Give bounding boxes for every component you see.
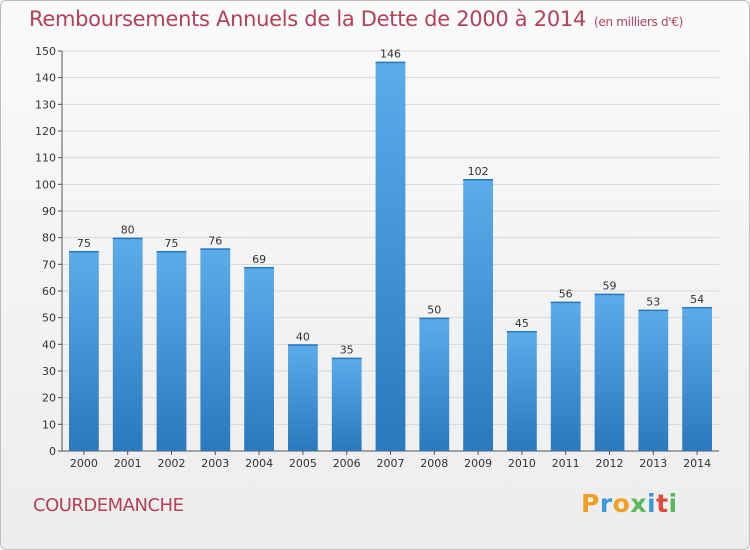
- x-tick-label: 2011: [552, 457, 580, 470]
- bar: [463, 179, 493, 451]
- y-tick-label: 80: [42, 232, 56, 245]
- bar-value-label: 102: [468, 165, 489, 178]
- bar: [331, 357, 362, 451]
- x-tick-label: 2014: [683, 457, 711, 470]
- y-tick-label: 120: [35, 125, 56, 138]
- bar-value-label: 80: [121, 224, 135, 237]
- y-tick-label: 130: [35, 98, 56, 111]
- bar-top-edge: [507, 331, 537, 333]
- bar: [112, 237, 143, 451]
- x-tick-label: 2010: [508, 457, 536, 470]
- x-tick-label: 2007: [377, 457, 405, 470]
- bar-top-edge: [419, 317, 450, 320]
- bar: [419, 317, 450, 451]
- y-tick-label: 10: [42, 418, 56, 431]
- bar-top-edge: [594, 293, 625, 296]
- bar-top-edge: [375, 61, 406, 64]
- y-tick-label: 60: [42, 285, 56, 298]
- bar-top-edge: [244, 267, 274, 269]
- bar-value-label: 76: [208, 234, 222, 247]
- bar: [594, 293, 625, 451]
- y-tick-label: 50: [42, 312, 56, 325]
- chart-subtitle: (en milliers d'€): [594, 15, 684, 29]
- bar-top-edge: [156, 251, 187, 253]
- x-tick-label: 2008: [420, 457, 448, 470]
- bar-top-edge: [682, 307, 712, 309]
- bar: [550, 301, 581, 451]
- x-tick-label: 2006: [333, 457, 361, 470]
- x-tick-label: 2001: [114, 457, 142, 470]
- y-tick-label: 0: [49, 445, 56, 458]
- bar: [638, 309, 669, 451]
- bar-value-label: 75: [77, 237, 91, 250]
- bar: [156, 251, 187, 451]
- commune-name: COURDEMANCHE: [33, 495, 184, 516]
- x-tick-label: 2003: [201, 457, 229, 470]
- bar-value-label: 146: [380, 48, 401, 61]
- bar-top-edge: [112, 237, 143, 240]
- x-tick-label: 2009: [464, 457, 492, 470]
- bar: [69, 251, 99, 451]
- bar-value-label: 69: [252, 253, 266, 266]
- logo-letter: t: [656, 489, 669, 518]
- bar: [288, 344, 318, 451]
- bar: [682, 307, 712, 451]
- logo-letter: r: [599, 489, 613, 518]
- y-tick-label: 90: [42, 205, 56, 218]
- x-tick-label: 2012: [596, 457, 624, 470]
- logo-letter: P: [581, 489, 600, 518]
- bar: [507, 331, 537, 451]
- logo-letter: i: [647, 489, 657, 518]
- bar-value-label: 56: [559, 288, 573, 301]
- bar-value-label: 59: [603, 280, 617, 293]
- y-tick-label: 100: [35, 178, 56, 191]
- x-tick-label: 2013: [639, 457, 667, 470]
- bar: [244, 267, 274, 451]
- bar-value-label: 54: [690, 293, 704, 306]
- bar-value-label: 35: [340, 344, 354, 357]
- y-tick-label: 30: [42, 365, 56, 378]
- bar-value-label: 75: [165, 237, 179, 250]
- bar-value-label: 53: [646, 296, 660, 309]
- logo-letter: o: [612, 489, 631, 518]
- y-tick-label: 20: [42, 392, 56, 405]
- x-tick-label: 2000: [70, 457, 98, 470]
- chart-title-text: Remboursements Annuels de la Dette de 20…: [29, 7, 586, 31]
- y-tick-label: 150: [35, 45, 56, 58]
- bar-top-edge: [463, 179, 493, 181]
- x-tick-label: 2005: [289, 457, 317, 470]
- y-tick-label: 40: [42, 338, 56, 351]
- bar: [375, 61, 406, 452]
- y-tick-label: 70: [42, 258, 56, 271]
- bar-top-edge: [331, 357, 362, 360]
- x-tick-label: 2002: [158, 457, 186, 470]
- logo-letter: x: [630, 489, 647, 518]
- bar-value-label: 50: [427, 304, 441, 317]
- bar-top-edge: [69, 251, 99, 253]
- bar: [200, 248, 231, 451]
- bar-top-edge: [550, 301, 581, 304]
- bar-value-label: 40: [296, 330, 310, 343]
- bar-top-edge: [638, 309, 669, 312]
- x-tick-label: 2004: [245, 457, 273, 470]
- y-tick-label: 110: [35, 152, 56, 165]
- bar-top-edge: [200, 248, 231, 250]
- logo-letter: i: [668, 489, 678, 518]
- bar-top-edge: [288, 344, 318, 346]
- chart-title: Remboursements Annuels de la Dette de 20…: [29, 7, 683, 31]
- y-tick-label: 140: [35, 72, 56, 85]
- proxiti-logo: Proxiti: [581, 489, 678, 518]
- bar-value-label: 45: [515, 317, 529, 330]
